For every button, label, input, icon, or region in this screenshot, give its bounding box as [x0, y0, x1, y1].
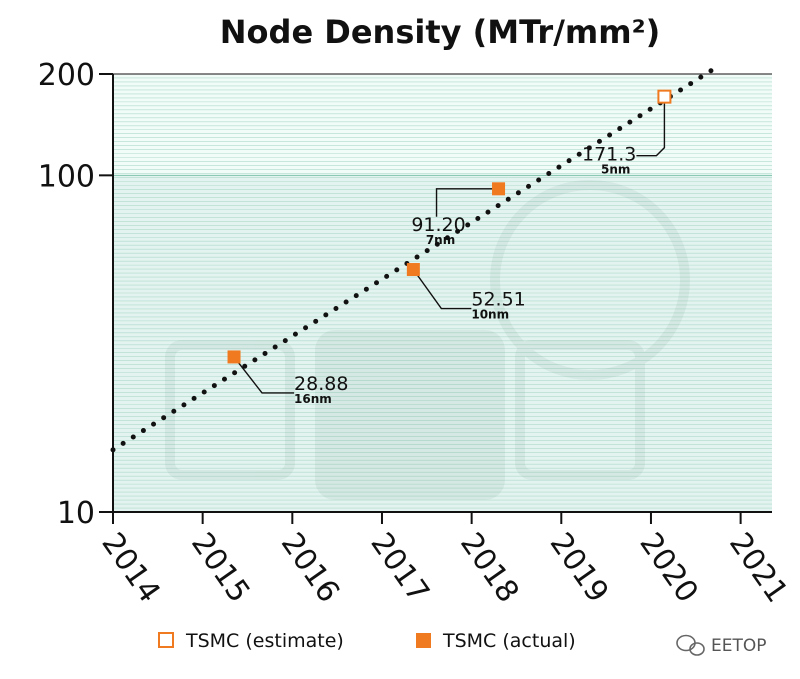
data-label-node: 7nm — [426, 233, 455, 247]
y-tick-label: 10 — [57, 496, 95, 531]
callout-leader — [412, 269, 472, 310]
y-tick-label: 100 — [38, 159, 95, 194]
y-tick-label: 200 — [38, 58, 95, 93]
wechat-icon — [676, 634, 705, 656]
data-label-value: 52.51 — [471, 289, 525, 311]
callout-leader — [233, 356, 295, 394]
plot-band-lower — [113, 175, 772, 512]
actual-point — [406, 263, 420, 277]
legend-label-estimate: TSMC (estimate) — [185, 630, 344, 652]
estimate-point — [657, 89, 672, 104]
data-label-value: 91.20 — [411, 214, 465, 236]
callout-leader — [636, 96, 666, 157]
y-axis-ticks: 10 100 200 — [38, 58, 113, 531]
legend-marker-actual — [416, 633, 431, 648]
data-label-value: 28.88 — [294, 373, 348, 395]
background-logo — [165, 180, 690, 500]
trend-line — [110, 66, 717, 453]
data-label-node: 5nm — [601, 163, 630, 177]
legend-marker-estimate — [158, 632, 174, 648]
data-points — [227, 89, 672, 364]
trend-dotted-line — [110, 66, 717, 453]
watermark-text: EETOP — [711, 636, 767, 656]
eetop-watermark: EETOP — [676, 634, 767, 656]
actual-point — [492, 182, 506, 196]
legend: TSMC (estimate) TSMC (actual) — [158, 630, 576, 652]
grid-lines — [113, 73, 772, 513]
callout-leader — [435, 188, 499, 217]
data-label-node: 16nm — [294, 392, 332, 406]
legend-label-actual: TSMC (actual) — [442, 630, 576, 652]
axes — [112, 73, 772, 513]
actual-point — [227, 350, 241, 364]
chart-title: Node Density (MTr/mm²) — [220, 13, 660, 51]
plot-band-upper — [113, 74, 772, 176]
data-label-value: 171.3 — [582, 144, 636, 166]
data-label-node: 10nm — [471, 308, 509, 322]
